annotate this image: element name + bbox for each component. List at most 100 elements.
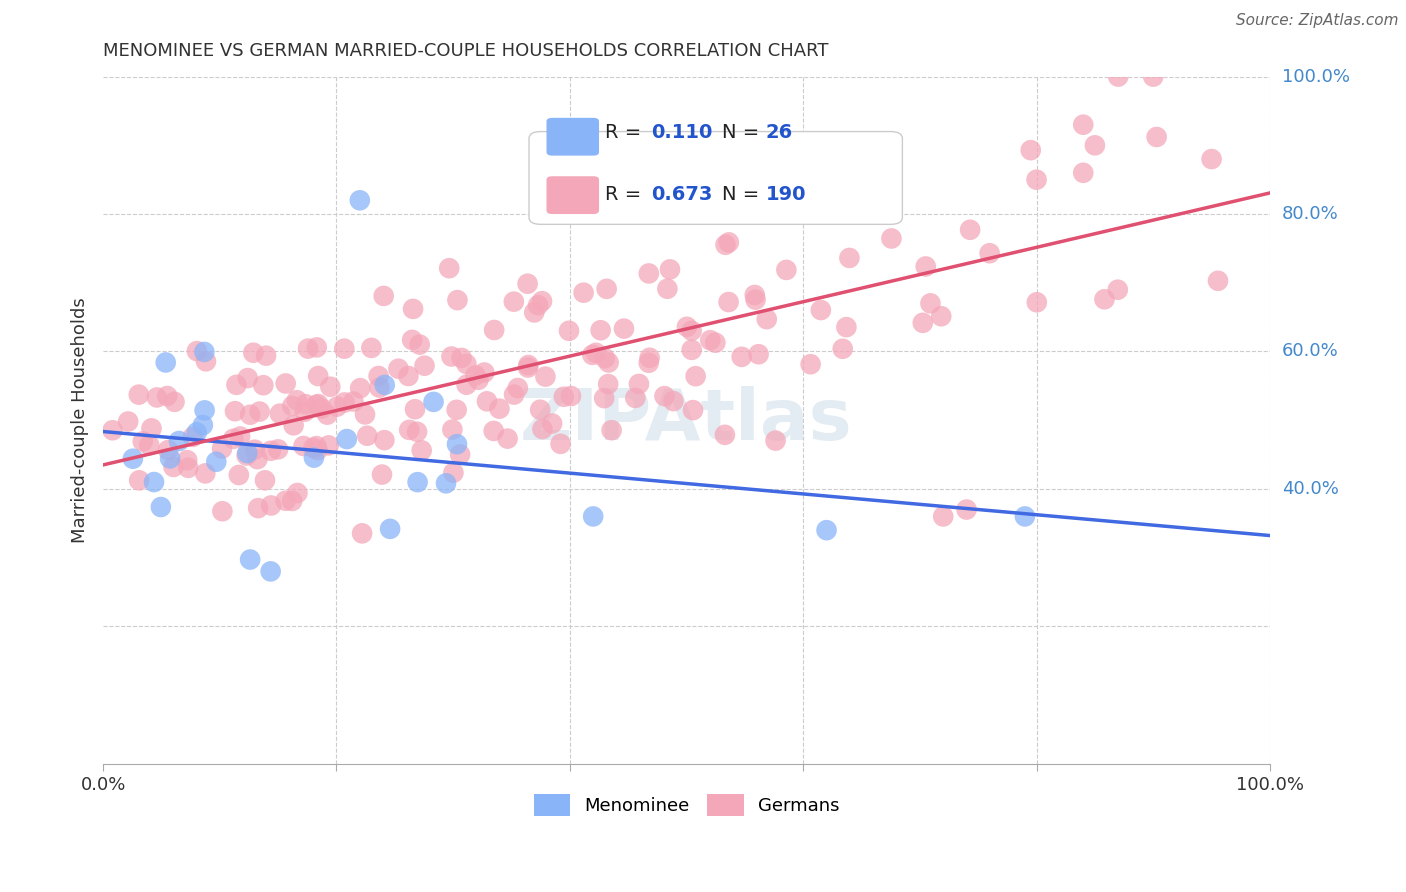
Menominee bbox=[259, 565, 281, 579]
Germans bbox=[354, 408, 377, 422]
Germans bbox=[464, 368, 486, 383]
Germans bbox=[654, 389, 676, 403]
Menominee bbox=[191, 418, 214, 433]
Germans bbox=[572, 285, 595, 300]
Germans bbox=[311, 401, 333, 416]
Germans bbox=[302, 441, 325, 455]
Germans bbox=[748, 347, 770, 361]
Germans bbox=[589, 323, 612, 337]
Germans bbox=[285, 393, 308, 408]
Germans bbox=[283, 418, 305, 433]
Germans bbox=[744, 293, 766, 307]
Germans bbox=[305, 398, 328, 412]
Germans bbox=[1071, 118, 1094, 132]
Germans bbox=[413, 359, 436, 373]
Germans bbox=[236, 371, 259, 385]
Germans bbox=[1094, 293, 1116, 307]
Germans bbox=[502, 294, 524, 309]
Germans bbox=[516, 360, 538, 375]
Menominee bbox=[149, 500, 172, 514]
Germans bbox=[838, 251, 860, 265]
Germans bbox=[141, 421, 163, 435]
Menominee bbox=[167, 434, 190, 448]
Germans bbox=[775, 263, 797, 277]
Germans bbox=[624, 391, 647, 405]
Text: 0.110: 0.110 bbox=[651, 123, 713, 143]
Germans bbox=[920, 296, 942, 310]
Germans bbox=[1025, 295, 1047, 310]
Germans bbox=[682, 403, 704, 417]
Germans bbox=[553, 390, 575, 404]
Menominee bbox=[186, 425, 208, 440]
Germans bbox=[297, 342, 319, 356]
Germans bbox=[387, 361, 409, 376]
Germans bbox=[411, 443, 433, 458]
Menominee bbox=[1014, 509, 1036, 524]
Menominee bbox=[155, 355, 177, 369]
Germans bbox=[333, 395, 356, 409]
Germans bbox=[156, 389, 179, 403]
Germans bbox=[456, 377, 478, 392]
Germans bbox=[349, 381, 371, 395]
Germans bbox=[531, 294, 554, 309]
Germans bbox=[488, 401, 510, 416]
Menominee bbox=[374, 378, 396, 392]
Text: 100.0%: 100.0% bbox=[1282, 68, 1350, 86]
Germans bbox=[717, 295, 740, 310]
Germans bbox=[765, 434, 787, 448]
Germans bbox=[873, 179, 896, 194]
Germans bbox=[342, 394, 364, 409]
Germans bbox=[316, 408, 339, 422]
Germans bbox=[163, 394, 186, 409]
Germans bbox=[281, 399, 304, 413]
Germans bbox=[637, 356, 659, 370]
Germans bbox=[475, 394, 498, 409]
Germans bbox=[368, 380, 391, 394]
Germans bbox=[449, 448, 471, 462]
Germans bbox=[404, 402, 426, 417]
Germans bbox=[128, 387, 150, 401]
Germans bbox=[319, 380, 342, 394]
Germans bbox=[318, 438, 340, 452]
Germans bbox=[307, 369, 329, 384]
Germans bbox=[581, 348, 603, 362]
Germans bbox=[373, 289, 395, 303]
Germans bbox=[657, 282, 679, 296]
Germans bbox=[835, 320, 858, 334]
Germans bbox=[292, 439, 315, 453]
Germans bbox=[593, 391, 616, 405]
Germans bbox=[482, 424, 505, 438]
Menominee bbox=[193, 345, 215, 359]
Legend: Menominee, Germans: Menominee, Germans bbox=[526, 787, 846, 823]
Germans bbox=[228, 467, 250, 482]
Germans bbox=[246, 452, 269, 467]
Germans bbox=[326, 400, 349, 414]
Germans bbox=[441, 466, 464, 480]
Menominee bbox=[446, 437, 468, 451]
Germans bbox=[211, 504, 233, 518]
Germans bbox=[157, 443, 180, 458]
Germans bbox=[929, 310, 952, 324]
FancyBboxPatch shape bbox=[529, 132, 903, 225]
Germans bbox=[932, 509, 955, 524]
Germans bbox=[287, 486, 309, 500]
Germans bbox=[352, 526, 374, 541]
Germans bbox=[367, 369, 389, 384]
Germans bbox=[181, 430, 204, 444]
Germans bbox=[717, 235, 740, 250]
Germans bbox=[409, 337, 432, 351]
Germans bbox=[243, 442, 266, 457]
Germans bbox=[637, 267, 659, 281]
Germans bbox=[373, 433, 395, 447]
Germans bbox=[307, 443, 329, 458]
Text: Source: ZipAtlas.com: Source: ZipAtlas.com bbox=[1236, 13, 1399, 29]
Text: N =: N = bbox=[721, 123, 765, 143]
Germans bbox=[496, 432, 519, 446]
Germans bbox=[517, 358, 540, 372]
Germans bbox=[714, 237, 737, 252]
Y-axis label: Married-couple Households: Married-couple Households bbox=[72, 297, 89, 543]
Menominee bbox=[815, 523, 838, 537]
Germans bbox=[274, 493, 297, 508]
Germans bbox=[704, 335, 727, 350]
Germans bbox=[441, 423, 464, 437]
